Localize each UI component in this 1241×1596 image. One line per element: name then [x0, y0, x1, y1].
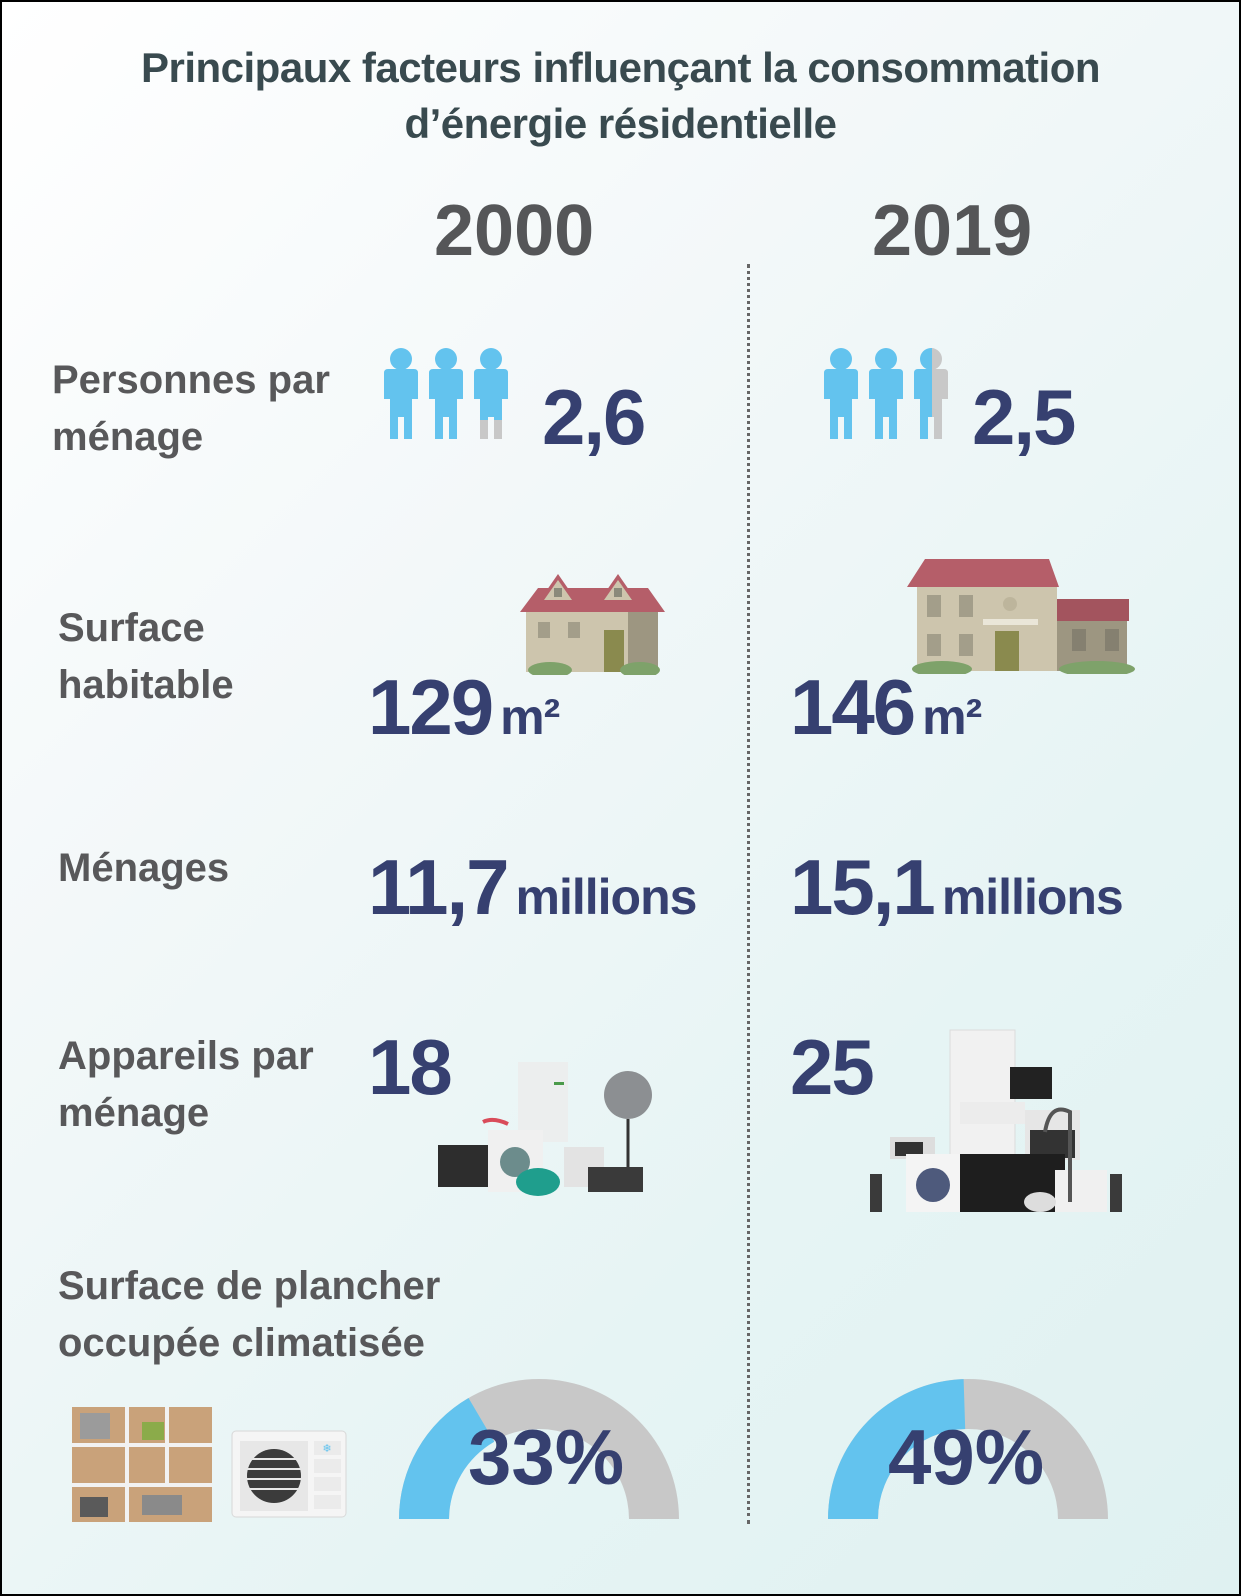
label-line: Appareils par [58, 1034, 314, 1078]
value-surface-2019: 146 m² [790, 662, 982, 753]
house-icon [520, 574, 665, 675]
year-2019-heading: 2019 [872, 191, 1033, 271]
label-surface-climatisee: Surface de plancher occupée climatisée [58, 1258, 440, 1372]
value-appareils-2019: 25 [790, 1023, 875, 1111]
appliances-icon [438, 1062, 652, 1196]
label-line: occupée climatisée [58, 1321, 425, 1365]
title-line-2: d’énergie résidentielle [404, 100, 837, 147]
appliances-icon [870, 1029, 1122, 1212]
value-personnes-2000: 2,6 [542, 373, 646, 461]
label-line: ménage [52, 415, 204, 459]
label-line: Surface de plancher [58, 1264, 441, 1308]
value-menages-2019: 15,1 millions [790, 842, 1124, 933]
year-2000-heading: 2000 [434, 191, 595, 271]
label-line: Personnes par [52, 358, 330, 402]
label-menages: Ménages [58, 840, 229, 897]
label-surface-habitable: Surface habitable [58, 600, 234, 714]
column-divider [747, 264, 750, 1524]
label-line: habitable [58, 663, 234, 707]
people-icon [824, 348, 948, 439]
value-menages-2000: 11,7 millions [368, 842, 698, 933]
value-appareils-2000: 18 [368, 1023, 453, 1111]
gauge-2019-value: 49% [888, 1413, 1045, 1501]
unit: millions [941, 869, 1124, 925]
air-conditioner-icon: ❄ [231, 1430, 347, 1518]
label-line: Ménages [58, 846, 230, 890]
label-personnes-par-menage: Personnes par ménage [52, 352, 330, 466]
unit: m² [500, 689, 560, 745]
unit: m² [922, 689, 982, 745]
label-appareils-par-menage: Appareils par ménage [58, 1028, 314, 1142]
title-line-1: Principaux facteurs influençant la conso… [140, 44, 1101, 91]
number: 11,7 [368, 843, 510, 931]
number: 129 [368, 663, 494, 751]
number: 146 [790, 663, 916, 751]
label-line: ménage [58, 1091, 210, 1135]
gauge-2019 [828, 1379, 1108, 1519]
value-personnes-2019: 2,5 [972, 373, 1076, 461]
house-icon [907, 559, 1135, 674]
people-icon [384, 348, 508, 439]
gauge-2000 [399, 1379, 679, 1519]
value-surface-2000: 129 m² [368, 662, 560, 753]
gauge-2000-value: 33% [468, 1413, 625, 1501]
label-line: Surface [58, 606, 205, 650]
page-title: Principaux facteurs influençant la conso… [2, 40, 1239, 152]
number: 15,1 [790, 843, 936, 931]
unit: millions [515, 869, 698, 925]
svg-text:❄: ❄ [322, 1442, 331, 1455]
floorplan-icon [72, 1407, 212, 1522]
